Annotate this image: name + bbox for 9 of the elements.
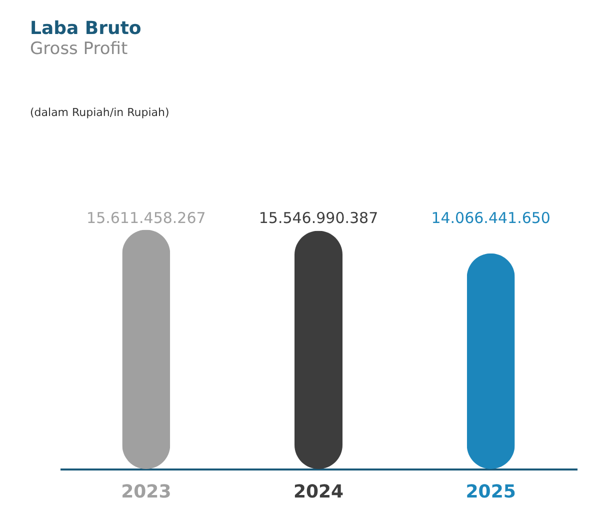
x-tick-label: 2025 [466,482,516,502]
x-tick-label: 2023 [121,482,172,502]
data-label: 15.546.990.387 [258,209,378,227]
x-tick-label: 2024 [293,482,344,502]
text: (dalam Rupiah/in Rupiah) [30,106,170,119]
data-label: 15.611.458.267 [86,209,206,227]
chart-subtitle: Gross Profit [30,39,128,59]
chart-title: Laba Bruto [30,18,142,39]
data-label: 14.066.441.650 [431,209,550,227]
